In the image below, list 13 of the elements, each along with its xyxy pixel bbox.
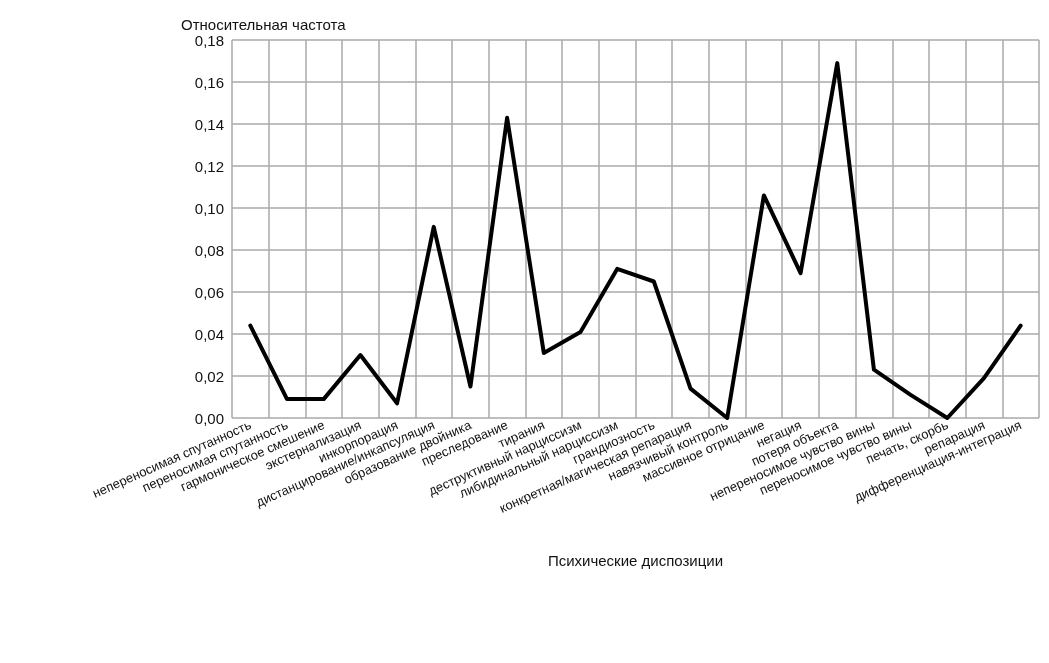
- y-tick-label: 0,16: [194, 73, 224, 91]
- y-tick-label: 0,08: [194, 241, 224, 259]
- y-tick-label: 0,00: [194, 409, 224, 427]
- x-axis-title: Психические диспозиции: [547, 552, 724, 569]
- y-tick-label: 0,14: [194, 115, 224, 133]
- y-tick-label: 0,04: [194, 325, 224, 343]
- y-axis-title: Относительная частота: [181, 16, 347, 33]
- y-tick-label: 0,18: [194, 31, 224, 49]
- line-series: [248, 61, 1023, 420]
- y-tick-label: 0,12: [194, 157, 224, 175]
- y-tick-label: 0,10: [194, 199, 224, 217]
- y-tick-label: 0,02: [194, 367, 224, 385]
- y-tick-label: 0,06: [194, 283, 224, 301]
